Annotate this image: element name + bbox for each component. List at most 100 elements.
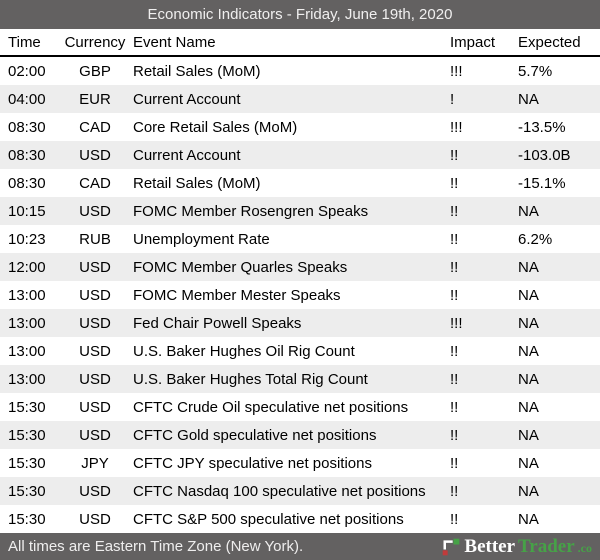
- cell-expected: NA: [518, 258, 539, 276]
- cell-expected: NA: [518, 202, 539, 220]
- cell-event-name: Unemployment Rate: [133, 230, 270, 248]
- cell-expected: 5.7%: [518, 62, 553, 80]
- cell-currency: EUR: [79, 90, 111, 108]
- cell-expected: NA: [518, 286, 539, 304]
- cell-currency: USD: [79, 398, 111, 416]
- cell-event-name: U.S. Baker Hughes Oil Rig Count: [133, 342, 355, 360]
- table-row: 15:30 USD CFTC Crude Oil speculative net…: [0, 393, 600, 421]
- cell-event-name: Core Retail Sales (MoM): [133, 118, 298, 136]
- cell-event-name: FOMC Member Mester Speaks: [133, 286, 341, 304]
- timezone-note: All times are Eastern Time Zone (New Yor…: [8, 538, 304, 555]
- cell-event-name: CFTC Nasdaq 100 speculative net position…: [133, 482, 426, 500]
- cell-impact: !: [450, 90, 455, 108]
- title-bar: Economic Indicators - Friday, June 19th,…: [0, 0, 600, 29]
- cell-currency: USD: [79, 482, 111, 500]
- cell-time: 02:00: [8, 62, 46, 80]
- cell-time: 15:30: [8, 454, 46, 472]
- table-row: 02:00 GBP Retail Sales (MoM) !!! 5.7%: [0, 57, 600, 85]
- cell-time: 15:30: [8, 398, 46, 416]
- table-row: 13:00 USD Fed Chair Powell Speaks !!! NA: [0, 309, 600, 337]
- cell-impact: !!: [450, 510, 459, 528]
- cell-time: 13:00: [8, 286, 46, 304]
- cell-event-name: CFTC Crude Oil speculative net positions: [133, 398, 409, 416]
- table-row: 08:30 CAD Core Retail Sales (MoM) !!! -1…: [0, 113, 600, 141]
- cell-time: 13:00: [8, 314, 46, 332]
- cell-expected: NA: [518, 342, 539, 360]
- brand-better-text: Better: [464, 535, 516, 557]
- cell-time: 15:30: [8, 510, 46, 528]
- cell-event-name: CFTC JPY speculative net positions: [133, 454, 372, 472]
- cell-event-name: Current Account: [133, 90, 241, 108]
- cell-time: 13:00: [8, 342, 46, 360]
- cell-impact: !!: [450, 342, 459, 360]
- table-row: 13:00 USD U.S. Baker Hughes Oil Rig Coun…: [0, 337, 600, 365]
- cell-event-name: FOMC Member Rosengren Speaks: [133, 202, 369, 220]
- cell-event-name: CFTC S&P 500 speculative net positions: [133, 510, 404, 528]
- cell-currency: USD: [79, 370, 111, 388]
- cell-time: 10:15: [8, 202, 46, 220]
- table-row: 04:00 EUR Current Account ! NA: [0, 85, 600, 113]
- cell-currency: USD: [79, 202, 111, 220]
- cell-impact: !!: [450, 482, 459, 500]
- cell-event-name: Current Account: [133, 146, 241, 164]
- cell-expected: -103.0B: [518, 146, 571, 164]
- bettertrader-logo-icon: [441, 537, 461, 557]
- brand-co-suffix: .co: [577, 540, 592, 555]
- cell-expected: NA: [518, 90, 539, 108]
- cell-impact: !!: [450, 398, 459, 416]
- cell-event-name: Retail Sales (MoM): [133, 174, 261, 192]
- table-row: 13:00 USD FOMC Member Mester Speaks !! N…: [0, 281, 600, 309]
- cell-impact: !!!: [450, 118, 463, 136]
- cell-time: 04:00: [8, 90, 46, 108]
- cell-currency: JPY: [81, 454, 109, 472]
- cell-currency: USD: [79, 146, 111, 164]
- cell-event-name: FOMC Member Quarles Speaks: [133, 258, 348, 276]
- table-body: 02:00 GBP Retail Sales (MoM) !!! 5.7% 04…: [0, 57, 600, 533]
- cell-currency: USD: [79, 426, 111, 444]
- table-row: 10:15 USD FOMC Member Rosengren Speaks !…: [0, 197, 600, 225]
- cell-impact: !!: [450, 426, 459, 444]
- cell-expected: 6.2%: [518, 230, 553, 248]
- cell-time: 15:30: [8, 482, 46, 500]
- cell-impact: !!: [450, 230, 459, 248]
- table-row: 08:30 USD Current Account !! -103.0B: [0, 141, 600, 169]
- cell-expected: NA: [518, 370, 539, 388]
- cell-time: 08:30: [8, 174, 46, 192]
- cell-currency: USD: [79, 342, 111, 360]
- cell-impact: !!: [450, 370, 459, 388]
- cell-impact: !!: [450, 454, 459, 472]
- cell-currency: USD: [79, 258, 111, 276]
- cell-impact: !!!: [450, 62, 463, 80]
- cell-event-name: CFTC Gold speculative net positions: [133, 426, 377, 444]
- cell-expected: NA: [518, 510, 539, 528]
- cell-expected: -15.1%: [518, 174, 566, 192]
- table-row: 10:23 RUB Unemployment Rate !! 6.2%: [0, 225, 600, 253]
- cell-impact: !!: [450, 202, 459, 220]
- column-header-impact: Impact: [450, 33, 496, 51]
- cell-time: 15:30: [8, 426, 46, 444]
- column-header-event-name: Event Name: [133, 33, 216, 51]
- cell-currency: CAD: [79, 118, 111, 136]
- table-row: 15:30 USD CFTC S&P 500 speculative net p…: [0, 505, 600, 533]
- cell-time: 13:00: [8, 370, 46, 388]
- cell-expected: NA: [518, 426, 539, 444]
- cell-event-name: U.S. Baker Hughes Total Rig Count: [133, 370, 368, 388]
- bettertrader-brand-link[interactable]: Better Trader .co: [441, 535, 592, 557]
- column-header-expected: Expected: [518, 33, 581, 51]
- table-row: 15:30 USD CFTC Nasdaq 100 speculative ne…: [0, 477, 600, 505]
- cell-expected: NA: [518, 482, 539, 500]
- cell-expected: NA: [518, 454, 539, 472]
- page-title: Economic Indicators - Friday, June 19th,…: [147, 6, 453, 23]
- cell-time: 08:30: [8, 146, 46, 164]
- table-row: 13:00 USD U.S. Baker Hughes Total Rig Co…: [0, 365, 600, 393]
- column-header-currency: Currency: [64, 33, 126, 51]
- cell-currency: RUB: [79, 230, 111, 248]
- column-header-time: Time: [8, 33, 41, 51]
- cell-event-name: Retail Sales (MoM): [133, 62, 261, 80]
- table-row: 15:30 JPY CFTC JPY speculative net posit…: [0, 449, 600, 477]
- cell-currency: USD: [79, 286, 111, 304]
- cell-expected: -13.5%: [518, 118, 566, 136]
- table-header-row: Time Currency Event Name Impact Expected: [0, 29, 600, 57]
- table-row: 12:00 USD FOMC Member Quarles Speaks !! …: [0, 253, 600, 281]
